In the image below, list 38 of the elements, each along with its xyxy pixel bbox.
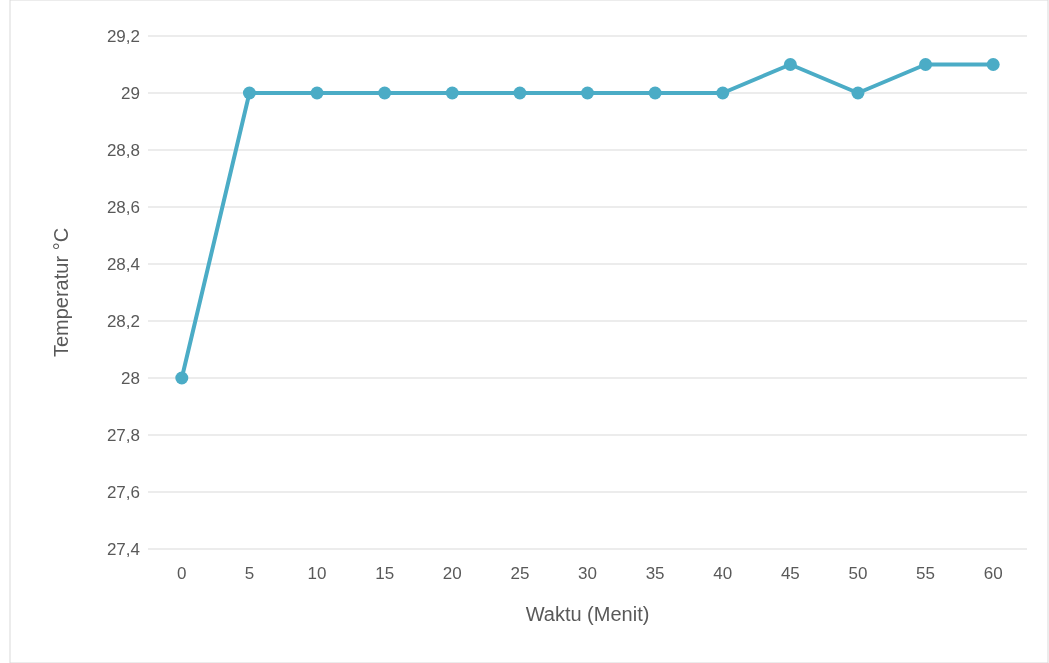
point (513, 86, 527, 100)
point (310, 86, 324, 100)
x-tick-label: 30 (578, 564, 597, 583)
y-axis-title: Temperatur °C (50, 227, 72, 358)
y-tick-label: 27,8 (106, 425, 140, 445)
y-tick-label: 28,4 (106, 254, 140, 274)
point (851, 86, 865, 100)
y-tick-label: 28,6 (106, 197, 140, 217)
x-tick-label: 10 (307, 564, 327, 583)
x-tick-label: 55 (916, 564, 936, 583)
point (783, 58, 797, 71)
y-tick-label: 27,6 (106, 482, 140, 502)
x-tick-label: 40 (713, 564, 733, 583)
x-axis-title: Waktu (Menit) (525, 603, 650, 625)
point (581, 86, 594, 100)
y-tick-label: 29 (121, 83, 140, 103)
x-tick-label: 20 (442, 564, 462, 583)
point (445, 86, 459, 100)
point (378, 86, 392, 100)
x-tick-label: 60 (983, 564, 1003, 583)
y-tick-label: 28 (121, 368, 140, 388)
x-tick-label: 5 (244, 564, 255, 583)
point (242, 86, 256, 100)
point (986, 58, 1000, 71)
x-tick-label: 35 (645, 564, 665, 583)
point (919, 58, 933, 71)
x-tick-label: 50 (848, 564, 868, 583)
y-tick-label: 28,2 (106, 311, 140, 331)
point (175, 371, 189, 385)
y-tick-label: 27,4 (106, 539, 140, 559)
x-tick-label: 15 (375, 564, 395, 583)
x-tick-label: 45 (780, 564, 800, 583)
x-tick-label: 25 (510, 564, 530, 583)
y-tick-label: 29,2 (106, 26, 140, 46)
point (648, 86, 662, 100)
y-tick-label: 28,8 (106, 140, 140, 160)
point (716, 86, 730, 100)
x-tick-label: 0 (177, 564, 187, 583)
